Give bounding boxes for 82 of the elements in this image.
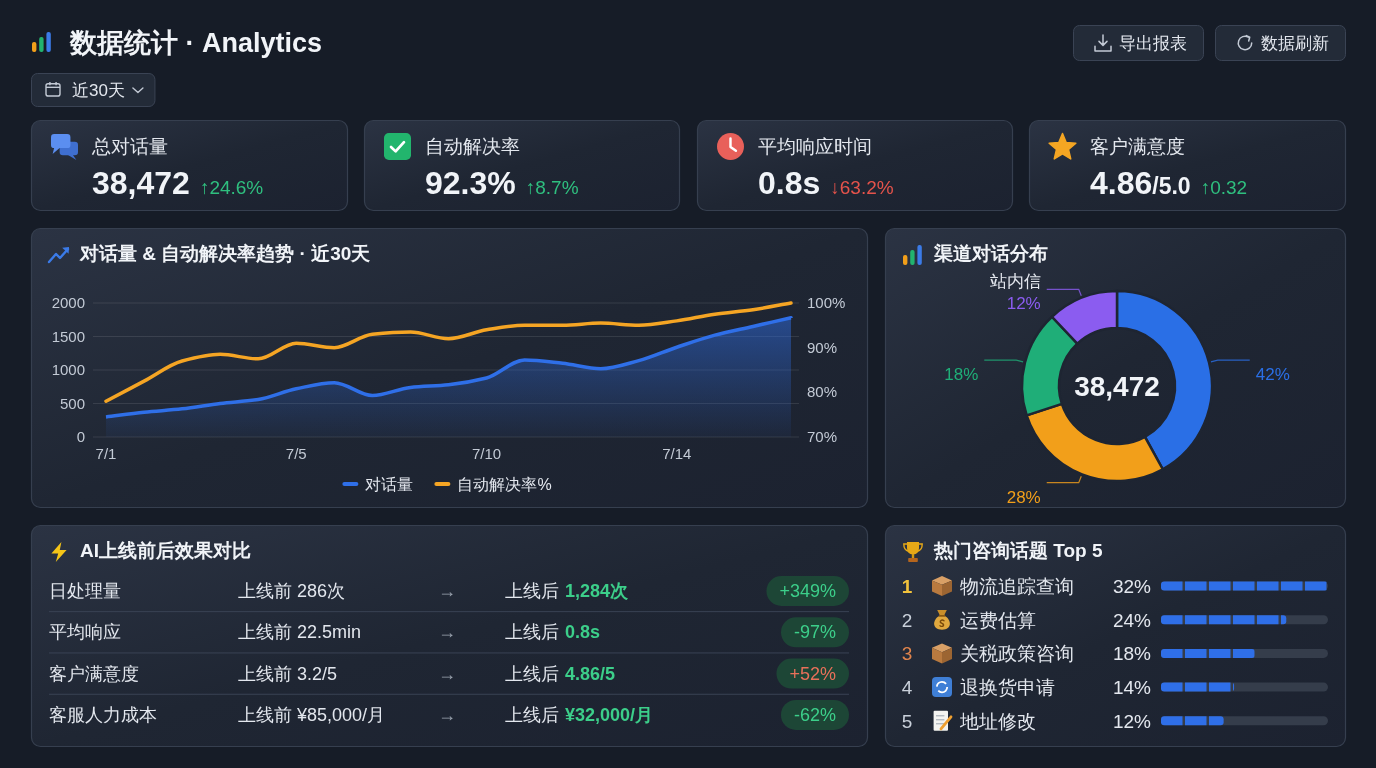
text: 92.3% [425,165,516,201]
data-label: 32% [1112,576,1152,597]
text: 上线前 22.5min [238,622,362,643]
text: 上线前 3.2/5 [238,663,338,684]
text: ¥32,000/月 [565,704,654,725]
text: 上线前 286次 [238,581,346,601]
text: 1,284次 [565,581,630,601]
text: 上线后 [505,581,559,601]
text: 导出报表 [1119,34,1187,53]
data-label: 18% [944,365,979,385]
line-series [104,301,793,404]
y-tick-label: 0 [76,428,85,445]
data-label: 12% [1112,710,1152,732]
y-tick-label: 2000 [51,294,85,311]
text: 0.8s [565,622,601,643]
legend-label: 自动解决率% [457,476,552,493]
text: 数据统计 · Analytics [69,28,323,58]
text: +52% [789,663,836,684]
x-tick-label: 7/10 [471,445,502,462]
data-label: 42% [1255,365,1290,385]
text: → [438,704,456,725]
y-tick-label: 500 [59,394,85,412]
text: 总对话量 [91,136,168,157]
chart-title: 渠道对话分布 [933,243,1048,264]
x-tick-label: 7/5 [285,445,307,462]
text: 5 [901,710,913,732]
text: 0.8s [758,165,821,201]
y2-tick-label: 70% [807,428,838,445]
text: 上线前 ¥85,000/月 [238,704,386,725]
y2-tick-label: 100% [807,294,846,311]
text: ↑24.6% [199,177,264,198]
y-tick-label: 地址修改 [959,710,1036,732]
y2-tick-label: 80% [807,383,838,401]
text: AI上线前后效果对比 [80,540,251,561]
category-label: 平均响应 [49,622,121,643]
y-tick-label: 物流追踪查询 [960,576,1074,597]
y-tick-label: 关税政策咨询 [960,643,1074,665]
category-label: 客服人力成本 [49,704,157,725]
text: 数据刷新 [1261,34,1329,53]
text: → [438,622,456,643]
text: ↑0.32 [1200,177,1248,198]
text: 4.86 [1090,165,1153,201]
data-label: 18% [1112,643,1152,665]
text: 38,472 [92,165,190,201]
text: -62% [793,704,836,725]
x-tick-label: 7/1 [95,445,117,462]
text: 近30天 [72,81,125,100]
y-tick-label: 运费估算 [960,609,1036,631]
text: 1 [901,576,913,597]
y-tick-label: 1000 [51,361,85,378]
data-label: 14% [1112,677,1152,699]
text: → [438,581,456,601]
text: /5.0 [1152,173,1191,199]
text: ↓63.2% [830,177,894,198]
legend-label: 对话量 [365,476,414,493]
text: 客户满意度 [1090,136,1185,157]
slice-label: 站内信 [989,272,1041,292]
text: 平均响应时间 [758,136,872,157]
text: 4 [901,677,913,699]
data-label: 24% [1112,609,1152,631]
text: 4.86/5 [565,663,616,684]
y2-tick-label: 90% [807,338,838,356]
text: → [438,663,456,684]
text: 上线后 [505,663,559,684]
chart-title: 对话量 & 自动解决率趋势 · 近30天 [79,243,371,264]
data-label: 28% [1006,487,1041,507]
text: 2 [901,609,913,631]
chart-title: 热门咨询话题 Top 5 [933,540,1103,561]
text: 上线后 [505,622,559,643]
text: 自动解决率 [425,136,520,157]
y-tick-label: 1500 [51,327,85,345]
text: +349% [779,581,836,601]
category-label: 客户满意度 [49,663,139,684]
text: ↑8.7% [525,177,579,198]
category-label: 日处理量 [49,581,121,601]
text: 38,472 [1074,371,1160,402]
y-tick-label: 退换货申请 [960,677,1055,699]
x-tick-label: 7/14 [662,445,692,462]
data-label: 12% [1006,294,1041,314]
text: -97% [793,622,836,643]
text: 上线后 [505,704,559,725]
text: 3 [901,643,913,665]
